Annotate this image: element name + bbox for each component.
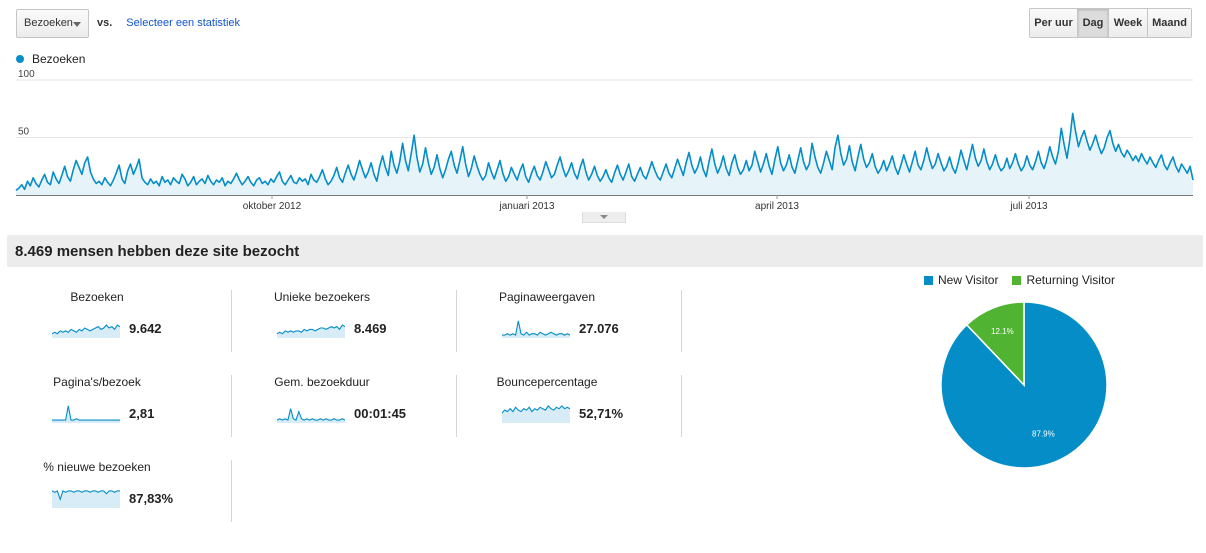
returning-visitor-swatch <box>1012 275 1022 285</box>
period-hour-button[interactable]: Per uur <box>1030 9 1077 37</box>
series-line[interactable] <box>15 112 1194 192</box>
metric-value: 27.076 <box>579 321 619 336</box>
sparkline-fill <box>52 325 120 338</box>
visitor-type-pie-chart: 87.9% 12.1% <box>940 301 1108 469</box>
metric-card[interactable]: Paginaweergaven 27.076 <box>457 290 682 352</box>
metric-sparkline <box>52 405 120 423</box>
metric-value: 87,83% <box>129 491 174 506</box>
sparkline-line <box>277 324 345 335</box>
legend-series-name: Bezoeken <box>32 52 86 66</box>
metric-divider <box>456 375 457 437</box>
metric-label: Bezoeken <box>70 290 124 304</box>
sparkline-fill <box>277 408 345 423</box>
x-tick-label: april 2013 <box>755 201 799 212</box>
metric-divider <box>231 460 232 522</box>
sparkline-line <box>502 320 570 336</box>
pie-slice-label: 87.9% <box>1032 430 1055 439</box>
visits-area-chart: 100 50 oktober 2012 januari 2013 april 2013 j… <box>15 70 1194 212</box>
metric-value: 52,71% <box>579 406 624 421</box>
select-statistic-link[interactable]: Selecteer een statistiek <box>126 17 241 29</box>
metric-dropdown-label: Bezoeken <box>24 17 73 29</box>
metric-card[interactable]: Bezoeken 9.642 <box>7 290 232 352</box>
metric-card[interactable]: Gem. bezoekduur 00:01:45 <box>232 375 457 437</box>
sparkline-line <box>52 324 120 335</box>
pie-legend-returning-label: Returning Visitor <box>1026 273 1115 287</box>
pie-slice-returning-visitor[interactable] <box>965 301 1025 387</box>
pie-legend-returning[interactable]: Returning Visitor <box>1012 273 1115 287</box>
metric-sparkline <box>277 408 345 423</box>
summary-title: 8.469 mensen hebben deze site bezocht <box>15 242 300 260</box>
vs-label: vs. <box>97 17 113 29</box>
period-day-button[interactable]: Dag <box>1077 9 1108 37</box>
sparkline-fill <box>277 325 345 338</box>
chart-legend: Bezoeken <box>16 52 85 66</box>
x-tick-label: oktober 2012 <box>243 201 302 212</box>
metric-sparkline <box>277 324 345 338</box>
metric-label: Pagina's/bezoek <box>53 375 141 389</box>
chart-collapse-toggle[interactable] <box>582 212 626 223</box>
metric-value: 00:01:45 <box>354 406 407 421</box>
metric-sparkline <box>52 490 120 508</box>
series-area-fill <box>16 113 1193 195</box>
metric-label: Gem. bezoekduur <box>274 375 370 389</box>
metric-divider <box>231 290 232 352</box>
metric-sparkline <box>52 324 120 338</box>
metric-label: Bouncepercentage <box>496 375 598 389</box>
x-tick-label: januari 2013 <box>498 201 554 212</box>
period-month-button[interactable]: Maand <box>1147 9 1191 37</box>
period-selector: Per uur Dag Week Maand <box>1029 8 1192 38</box>
pie-legend-new[interactable]: New Visitor <box>924 273 998 287</box>
metric-value: 2,81 <box>129 406 155 421</box>
series-dot-icon <box>16 55 24 63</box>
chevron-down-icon <box>73 21 81 27</box>
x-tick-label: juli 2013 <box>1009 201 1048 212</box>
sparkline-line <box>277 408 345 421</box>
sparkline-line <box>52 405 120 421</box>
y-tick-label: 100 <box>18 70 35 80</box>
pie-legend-new-label: New Visitor <box>938 273 999 287</box>
metric-label: % nieuwe bezoeken <box>43 460 151 474</box>
metric-card[interactable]: Bouncepercentage 52,71% <box>457 375 682 437</box>
metric-value: 9.642 <box>129 321 162 336</box>
metric-sparkline <box>502 320 570 338</box>
metric-label: Paginaweergaven <box>498 290 596 304</box>
sparkline-fill <box>502 320 570 338</box>
y-tick-label: 50 <box>18 127 30 138</box>
metric-value: 8.469 <box>354 321 387 336</box>
toolbar: Bezoeken vs. Selecteer een statistiek <box>16 8 240 38</box>
pie-legend: New Visitor Returning Visitor <box>924 273 1129 287</box>
new-visitor-swatch <box>924 275 933 285</box>
period-week-button[interactable]: Week <box>1108 9 1147 37</box>
sparkline-fill <box>52 490 120 508</box>
metric-dropdown[interactable]: Bezoeken <box>16 8 89 38</box>
metric-label: Unieke bezoekers <box>273 290 371 304</box>
metric-card[interactable]: Unieke bezoekers 8.469 <box>232 290 457 352</box>
metric-divider <box>681 375 682 437</box>
metric-divider <box>456 290 457 352</box>
metric-card[interactable]: % nieuwe bezoeken 87,83% <box>7 460 232 522</box>
metric-divider <box>681 290 682 352</box>
metric-divider <box>231 375 232 437</box>
triangle-down-icon <box>600 215 608 219</box>
sparkline-line <box>502 405 570 414</box>
metric-sparkline <box>502 405 570 423</box>
sparkline-line <box>52 490 120 502</box>
pie-slice-label: 12.1% <box>991 327 1014 336</box>
metric-card[interactable]: Pagina's/bezoek 2,81 <box>7 375 232 437</box>
summary-heading: 8.469 mensen hebben deze site bezocht <box>7 235 1203 267</box>
